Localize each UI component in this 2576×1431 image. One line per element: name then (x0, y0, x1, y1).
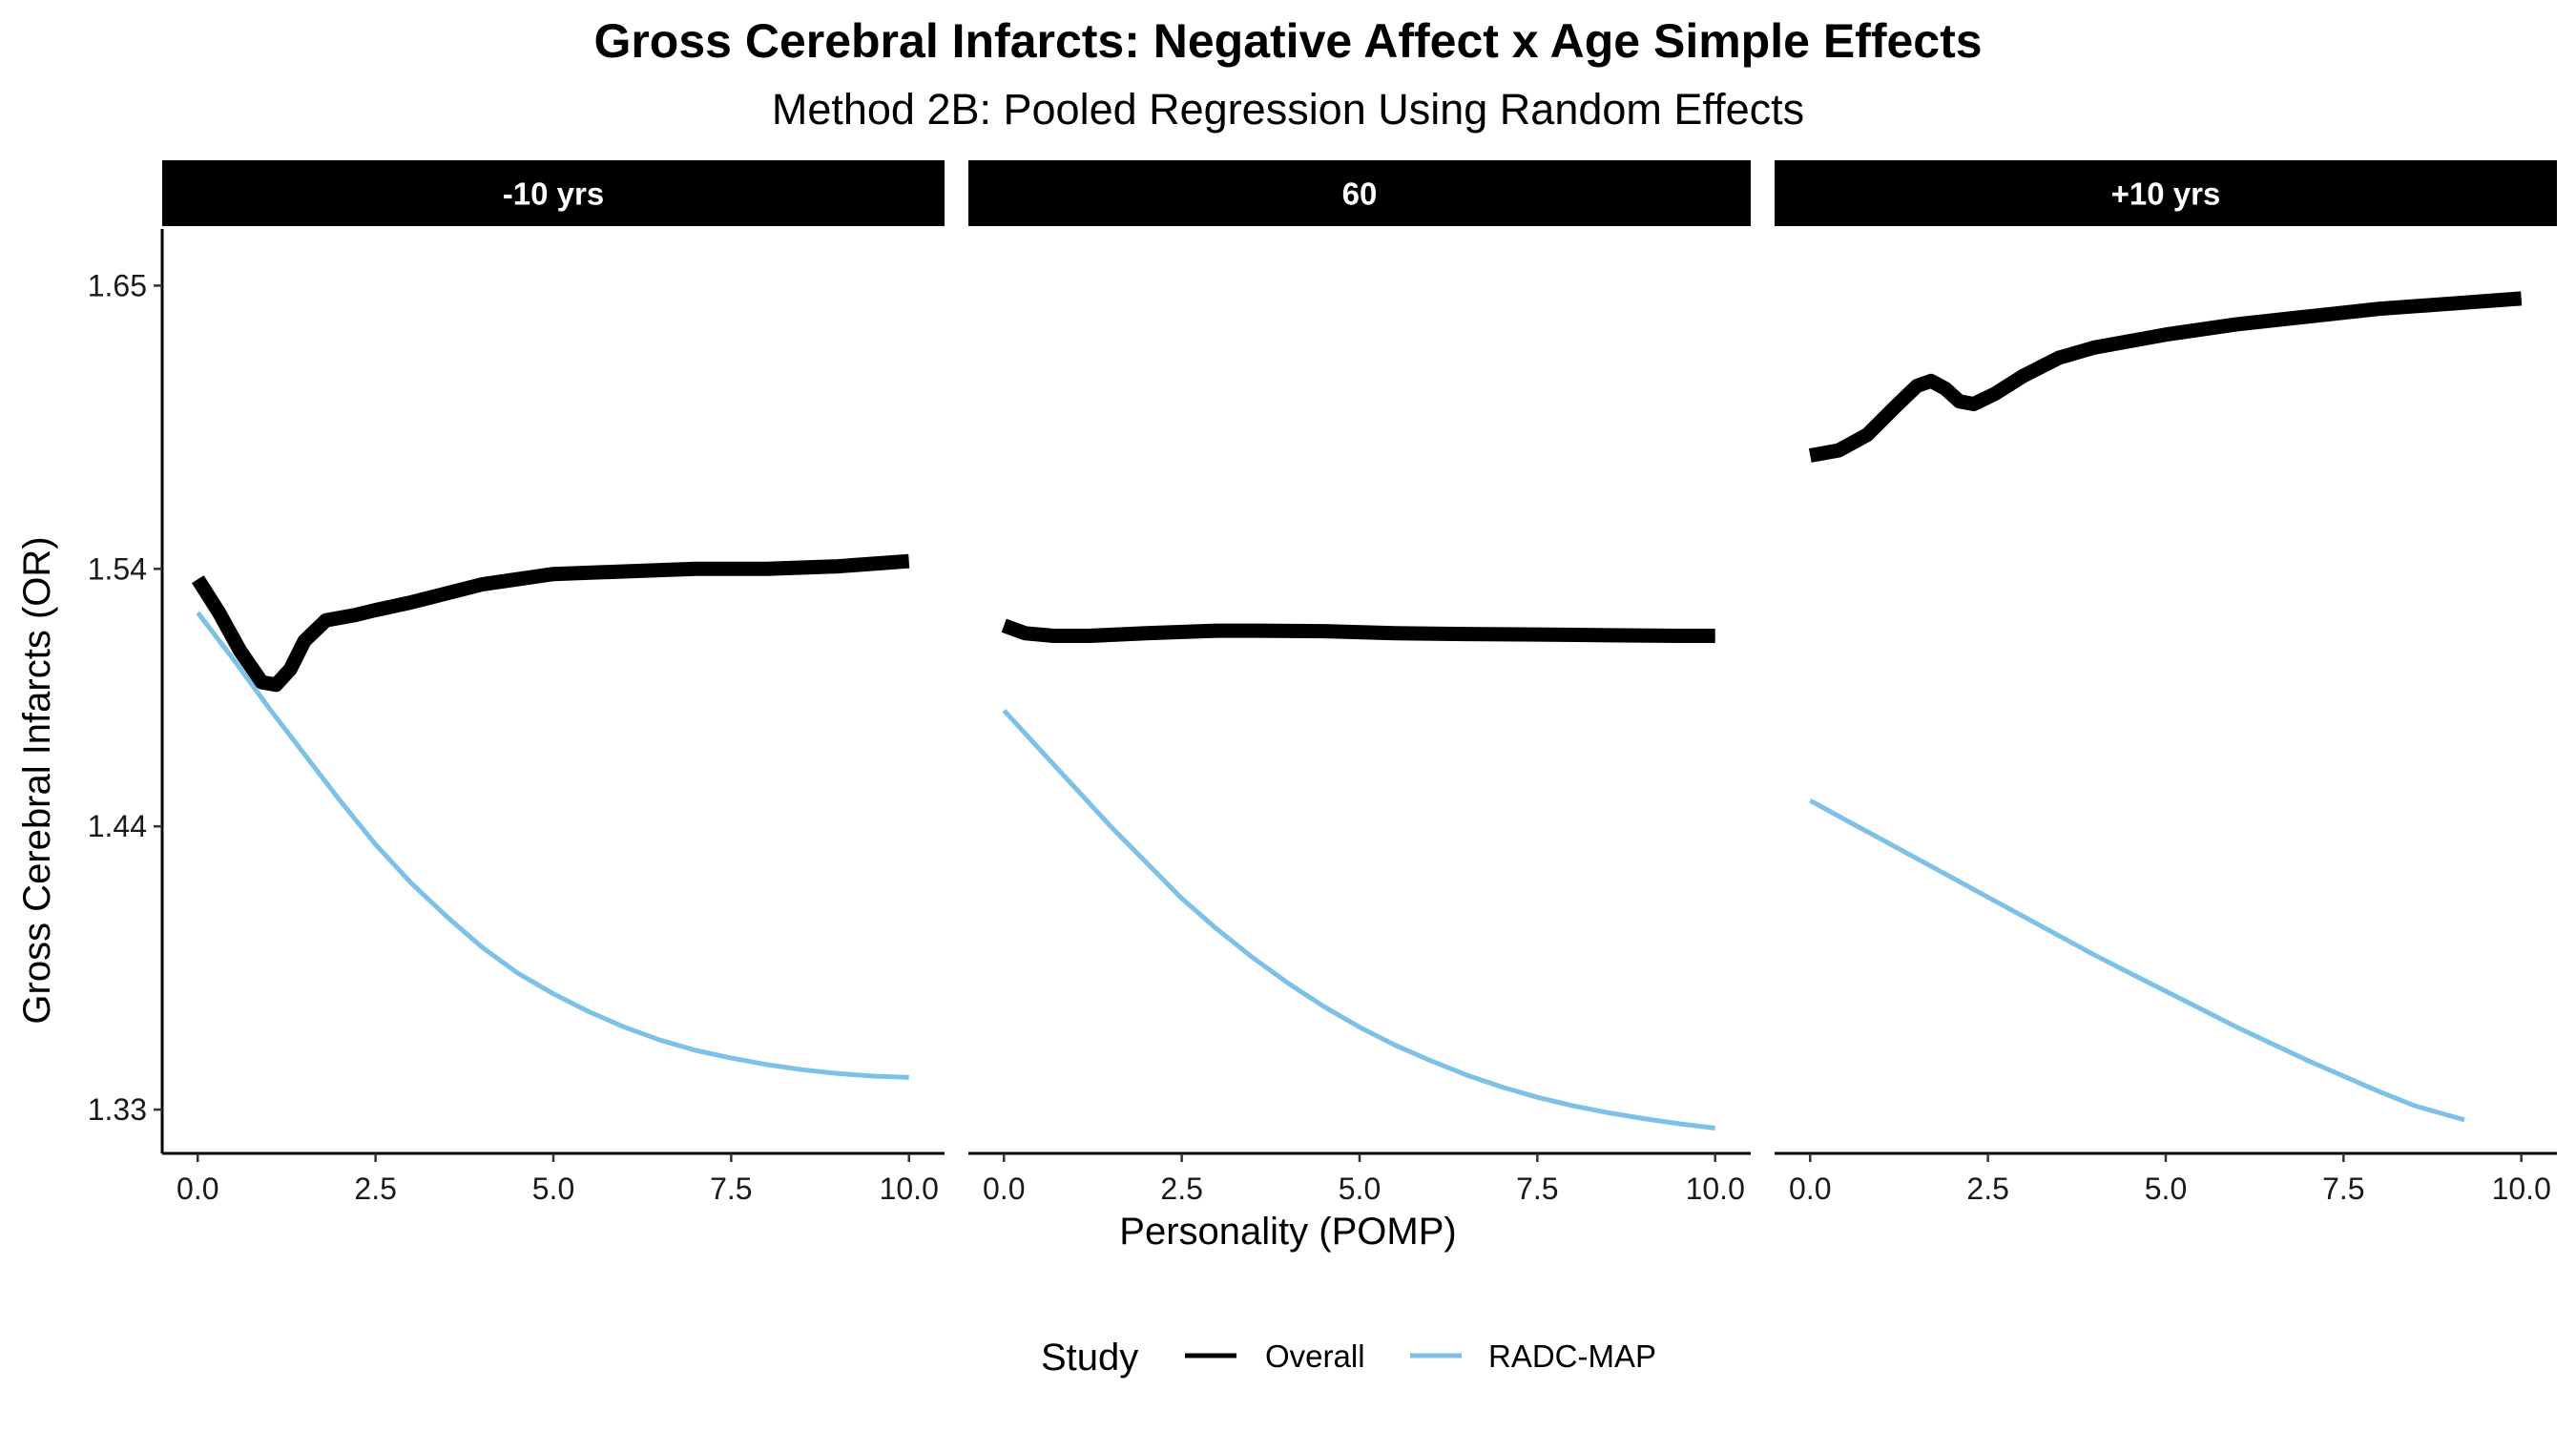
x-tick-label: 0.0 (177, 1172, 218, 1206)
x-tick-label: 7.5 (2322, 1172, 2364, 1206)
y-axis-title: Gross Cerebral Infarcts (OR) (16, 536, 58, 1024)
x-tick-label: 2.5 (354, 1172, 396, 1206)
x-tick-label: 7.5 (710, 1172, 752, 1206)
facet-panel: -10 yrs 0.0 2.5 5.0 7.5 10.0 1.33 1.44 1.54 1.65 (88, 160, 945, 1206)
chart-subtitle: Method 2B: Pooled Regression Using Rando… (772, 85, 1804, 134)
y-tick-label: 1.65 (88, 268, 147, 302)
y-tick-label: 1.33 (88, 1092, 147, 1127)
x-tick-label: 10.0 (1686, 1172, 1745, 1206)
x-axis-title: Personality (POMP) (1119, 1211, 1456, 1253)
legend-title: Study (1041, 1337, 1138, 1379)
facet-strip-label: 60 (1342, 176, 1378, 212)
series-line-overall (1001, 618, 1715, 643)
facet-strip (968, 160, 1751, 226)
x-tick-label: 0.0 (983, 1172, 1025, 1206)
facet-panels: -10 yrs 0.0 2.5 5.0 7.5 10.0 1.33 1.44 1.54 1.65 6… (88, 160, 2557, 1206)
x-tick-label: 2.5 (1966, 1172, 2008, 1206)
series-line-overall (1808, 291, 2523, 463)
series-line-radc-map (1002, 709, 1716, 1130)
x-tick-label: 5.0 (2145, 1172, 2187, 1206)
facet-panel: 60 0.0 2.5 5.0 7.5 10.0 (968, 160, 1751, 1206)
x-tick-label: 10.0 (2492, 1172, 2551, 1206)
x-tick-label: 0.0 (1789, 1172, 1831, 1206)
chart-title: Gross Cerebral Infarcts: Negative Affect… (593, 14, 1982, 68)
x-tick-label: 2.5 (1160, 1172, 1202, 1206)
legend: Study Overall RADC-MAP (1041, 1337, 1656, 1379)
x-tick-label: 5.0 (1339, 1172, 1381, 1206)
x-tick-label: 7.5 (1516, 1172, 1558, 1206)
series-line-overall (191, 553, 910, 693)
x-tick-label: 10.0 (880, 1172, 939, 1206)
y-tick-label: 1.44 (88, 809, 147, 843)
legend-label-radc-map: RADC-MAP (1488, 1338, 1656, 1374)
y-tick-label: 1.54 (88, 551, 147, 586)
facet-strip (1775, 160, 2557, 226)
series-line-radc-map (1809, 798, 2465, 1123)
facet-panel: +10 yrs 0.0 2.5 5.0 7.5 10.0 (1775, 160, 2557, 1206)
facet-strip-label: -10 yrs (503, 176, 604, 212)
legend-label-overall: Overall (1265, 1338, 1365, 1374)
facet-strip (162, 160, 945, 226)
series-line-radc-map (196, 611, 909, 1080)
facet-strip-label: +10 yrs (2111, 176, 2221, 212)
x-tick-label: 5.0 (532, 1172, 574, 1206)
